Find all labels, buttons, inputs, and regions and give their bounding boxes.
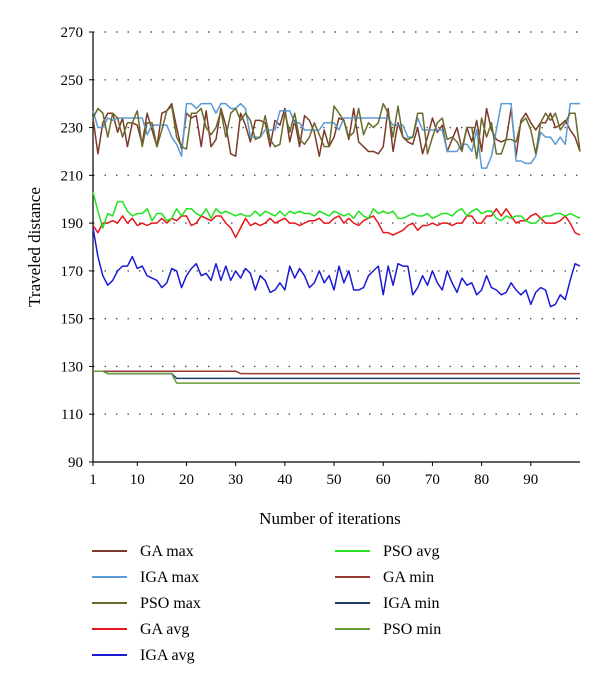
x-axis-title: Number of iterations [259,509,401,528]
y-tick-label: 130 [61,359,84,375]
x-tick-label: 60 [376,472,391,488]
axes [92,32,580,463]
y-tick-label: 150 [61,312,84,328]
series-line-iga-max [92,102,580,169]
legend-label-pso-max: PSO max [140,595,201,612]
legend-label-iga-min: IGA min [383,595,439,612]
x-tick-label: 30 [228,472,243,488]
series-line-ga-min [93,370,580,375]
y-tick-label: 110 [61,407,83,423]
legend-label-ga-min: GA min [383,569,434,586]
y-axis-title: Traveled distance [25,187,44,307]
x-tick-label: 1 [89,472,97,488]
x-tick-labels: 1 10 20 30 40 50 60 70 80 90 [89,462,538,488]
series-line-pso-avg [92,191,581,229]
x-tick-label: 80 [474,472,489,488]
x-tick-label: 10 [130,472,145,488]
x-tick-label: 40 [277,472,292,488]
x-tick-label: 70 [425,472,440,488]
y-tick-label: 250 [61,73,84,89]
legend-label-pso-min: PSO min [383,621,441,638]
x-tick-label: 50 [327,472,342,488]
legend-label-iga-avg: IGA avg [140,647,195,664]
legend-label-pso-avg: PSO avg [383,543,439,560]
legend-label-ga-avg: GA avg [140,621,189,638]
legend-label-ga-max: GA max [140,543,194,560]
y-tick-labels: 90 110 130 150 170 190 210 230 250 270 [61,25,93,471]
legend-label-iga-max: IGA max [140,569,199,586]
y-tick-label: 90 [68,455,83,471]
x-tick-label: 20 [179,472,194,488]
series-line-ga-avg [92,208,581,239]
y-tick-label: 210 [61,168,84,184]
series-line-pso-max [92,102,581,160]
y-tick-label: 230 [61,121,84,137]
y-tick-label: 170 [61,264,84,280]
series-line-pso-min [93,370,580,384]
x-tick-label: 90 [523,472,538,488]
legend: GA max IGA max PSO max GA avg IGA avg PSO avg… [92,543,441,664]
grid-lines [93,31,580,415]
series-line-iga-avg [92,227,581,308]
y-tick-label: 190 [61,216,84,232]
series-lines [92,102,581,384]
y-tick-label: 270 [61,25,84,41]
series-line-iga-min [93,370,580,380]
